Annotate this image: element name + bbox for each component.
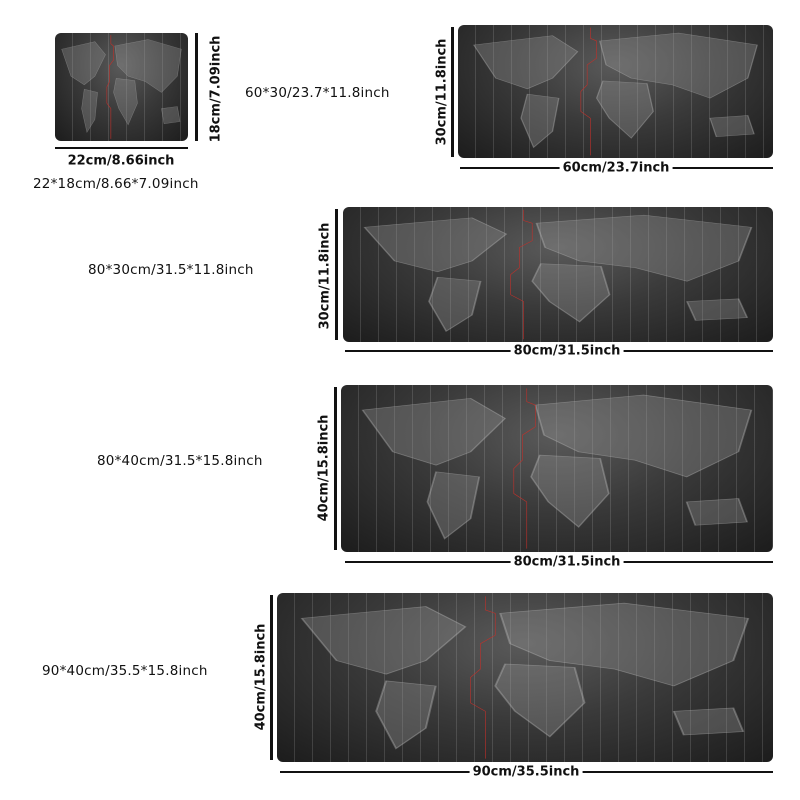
width-label: 80cm/31.5inch bbox=[510, 554, 624, 570]
continent-shape bbox=[113, 78, 138, 126]
width-bar bbox=[55, 147, 188, 149]
continent-shape bbox=[361, 397, 507, 466]
mousepad-image-80x30 bbox=[343, 207, 773, 342]
continent-shape bbox=[426, 471, 481, 540]
world-map-graphic bbox=[61, 33, 182, 141]
mousepad-image-80x40 bbox=[341, 385, 773, 552]
size-label: 80*40cm/31.5*15.8inch bbox=[97, 453, 263, 469]
world-map-graphic bbox=[361, 385, 753, 552]
continent-shape bbox=[499, 602, 750, 687]
continent-shape bbox=[520, 93, 560, 149]
continent-shape bbox=[709, 115, 755, 138]
continent-shape bbox=[114, 39, 182, 93]
date-line bbox=[514, 388, 536, 548]
height-label: 30cm/11.8inch bbox=[434, 38, 450, 146]
width-label: 90cm/35.5inch bbox=[469, 764, 583, 780]
height-label: 30cm/11.8inch bbox=[317, 222, 333, 330]
size-label: 60*30/23.7*11.8inch bbox=[245, 85, 390, 101]
height-bar bbox=[334, 387, 337, 550]
mousepad-image-22x18 bbox=[55, 33, 188, 141]
date-line bbox=[511, 210, 533, 340]
mousepad-image-90x40 bbox=[277, 593, 773, 762]
world-map-graphic bbox=[363, 207, 753, 342]
continent-shape bbox=[81, 88, 98, 134]
height-label: 40cm/15.8inch bbox=[316, 414, 332, 522]
continent-shape bbox=[494, 663, 586, 738]
size-label: 90*40cm/35.5*15.8inch bbox=[42, 663, 208, 679]
world-map-graphic bbox=[300, 593, 750, 762]
height-label: 40cm/15.8inch bbox=[253, 623, 269, 731]
size-label: 80*30cm/31.5*11.8inch bbox=[88, 262, 254, 278]
world-map-graphic bbox=[472, 25, 758, 158]
continent-shape bbox=[595, 80, 654, 139]
continent-shape bbox=[375, 680, 437, 750]
height-bar bbox=[451, 27, 454, 157]
height-bar bbox=[270, 595, 273, 760]
continent-shape bbox=[531, 263, 611, 323]
continent-shape bbox=[530, 454, 610, 528]
continent-shape bbox=[161, 106, 181, 124]
continent-shape bbox=[428, 276, 482, 333]
date-line bbox=[107, 35, 114, 139]
height-bar bbox=[335, 209, 338, 340]
continent-shape bbox=[534, 394, 753, 478]
continent-shape bbox=[363, 217, 508, 273]
continent-shape bbox=[300, 606, 467, 675]
continent-shape bbox=[535, 214, 753, 282]
width-label: 80cm/31.5inch bbox=[510, 343, 624, 359]
date-line bbox=[581, 28, 597, 156]
size-label: 22*18cm/8.66*7.09inch bbox=[33, 176, 199, 192]
width-label: 60cm/23.7inch bbox=[559, 160, 673, 176]
width-label: 22cm/8.66inch bbox=[64, 153, 178, 169]
continent-shape bbox=[599, 32, 758, 99]
continent-shape bbox=[672, 707, 745, 736]
mousepad-image-60x30 bbox=[458, 25, 773, 158]
continent-shape bbox=[686, 298, 749, 321]
height-label: 18cm/7.09inch bbox=[208, 35, 224, 143]
date-line bbox=[470, 596, 495, 758]
continent-shape bbox=[61, 41, 106, 86]
continent-shape bbox=[685, 498, 749, 526]
continent-shape bbox=[472, 35, 579, 90]
height-bar bbox=[195, 33, 198, 141]
